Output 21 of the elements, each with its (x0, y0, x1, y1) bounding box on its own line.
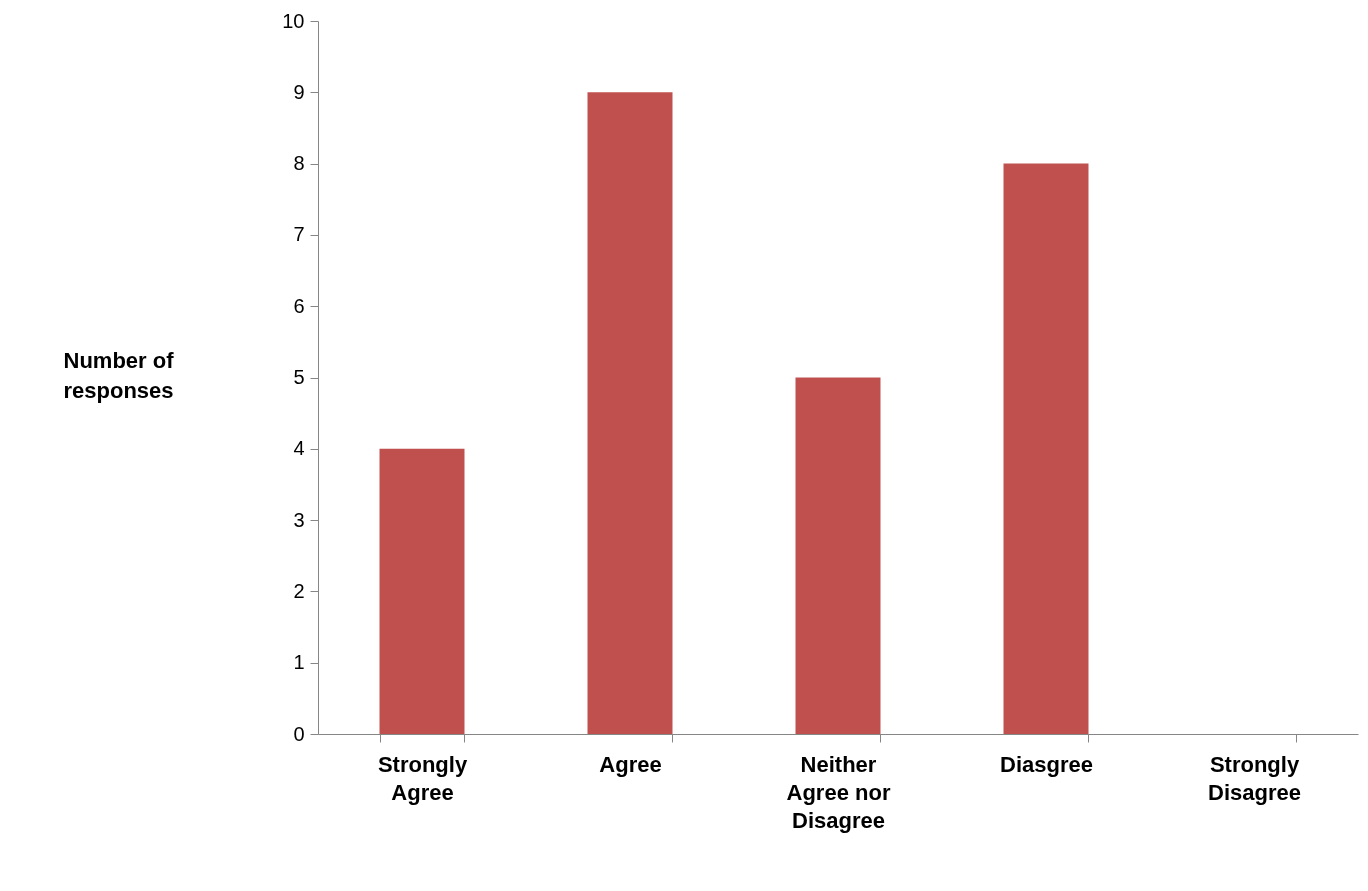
bar (795, 377, 881, 734)
x-tick-label: Agree (599, 751, 662, 777)
y-axis-title: Number of responses (63, 347, 175, 403)
y-tick-label: 3 (293, 508, 305, 531)
y-tick-label: 1 (293, 651, 305, 674)
y-tick-label: 5 (293, 366, 305, 388)
bar (379, 448, 465, 734)
x-tick-label: Diasgree (1000, 751, 1093, 777)
x-tick-label: Strongly Agree (377, 751, 468, 805)
y-tick-label: 2 (293, 579, 305, 602)
bar (587, 92, 673, 734)
y-tick-label: 8 (293, 152, 305, 175)
y-tick-label: 6 (293, 294, 305, 317)
y-tick-label: 7 (293, 223, 305, 246)
y-tick-label: 10 (282, 9, 305, 32)
x-tick-label: Neither Agree nor Disagree (786, 751, 891, 833)
bar (1003, 163, 1089, 734)
y-tick-label: 0 (293, 722, 305, 745)
y-tick-label: 9 (293, 80, 305, 103)
x-tick-label: Strongly Disagree (1208, 751, 1301, 805)
y-tick-label: 4 (293, 437, 305, 460)
